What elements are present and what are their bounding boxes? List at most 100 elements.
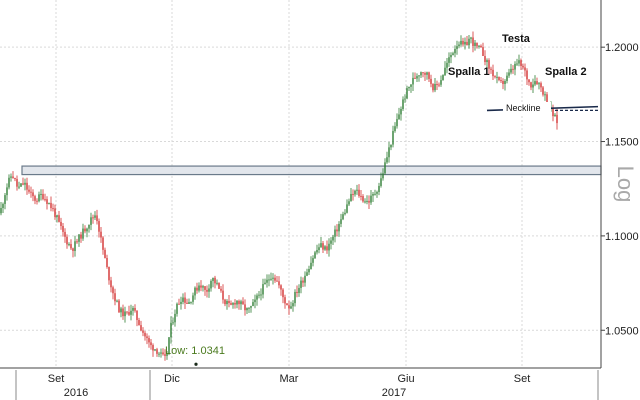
candle-body (110, 280, 112, 288)
candle-body (272, 277, 274, 279)
candle-body (146, 336, 148, 339)
candle-body (2, 203, 4, 209)
x-tick-label-month: Mar (280, 373, 299, 385)
candle-body (66, 236, 68, 245)
neckline-label-background (503, 102, 551, 114)
candle-body (148, 338, 150, 343)
candle-body (194, 287, 196, 296)
candle-body (532, 84, 534, 88)
candle-body (304, 275, 306, 283)
x-tick-label-month: Set (514, 373, 531, 385)
candle-body (90, 217, 92, 225)
candle-body (504, 80, 506, 85)
candle-body (116, 300, 118, 302)
candle-body (552, 107, 554, 117)
candle-body (210, 280, 212, 289)
candle-body (258, 294, 260, 296)
candle-body (184, 297, 186, 303)
candle-body (354, 190, 356, 195)
candle-body (412, 77, 414, 85)
candle-body (46, 199, 48, 204)
candle-body (160, 352, 162, 354)
candle-body (518, 60, 520, 64)
low-marker (194, 362, 198, 366)
candle-body (18, 186, 20, 188)
candle-body (446, 62, 448, 68)
candle-body (276, 280, 278, 282)
candle-body (240, 301, 242, 305)
candle-body (296, 291, 298, 293)
candle-body (340, 219, 342, 224)
candle-body (168, 337, 170, 354)
candle-body (32, 192, 34, 197)
candle-body (88, 224, 90, 229)
candle-body (60, 221, 62, 227)
candle-body (338, 223, 340, 232)
annotation-neckline: Neckline (506, 103, 541, 113)
y-tick-label: 1.0500 (605, 325, 639, 337)
candle-body (408, 86, 410, 89)
candle-body (406, 88, 408, 99)
candle-body (524, 67, 526, 71)
candle-body (196, 287, 198, 291)
candle-body (502, 80, 504, 85)
candle-body (142, 330, 144, 333)
candle-body (6, 187, 8, 196)
candle-body (36, 200, 38, 202)
candle-body (430, 78, 432, 84)
candle-body (306, 272, 308, 276)
candle-body (224, 299, 226, 305)
candle-body (466, 41, 468, 46)
candle-body (228, 300, 230, 304)
candle-body (488, 60, 490, 69)
candle-body (222, 290, 224, 300)
candle-body (424, 73, 426, 75)
candle-body (14, 177, 16, 180)
candle-body (366, 200, 368, 202)
candle-body (372, 193, 374, 196)
candle-body (200, 285, 202, 288)
candle-body (318, 247, 320, 251)
candle-body (212, 277, 214, 281)
candle-body (216, 282, 218, 284)
candle-body (358, 189, 360, 196)
candle-body (166, 353, 168, 356)
candle-body (442, 75, 444, 81)
candle-body (556, 114, 558, 124)
candle-body (170, 322, 172, 338)
candle-body (336, 229, 338, 232)
candle-body (452, 53, 454, 55)
candle-body (416, 76, 418, 79)
candle-body (76, 241, 78, 243)
candle-body (50, 202, 52, 209)
candle-body (52, 208, 54, 210)
candle-body (246, 308, 248, 311)
candle-body (16, 179, 18, 187)
candle-body (30, 191, 32, 193)
x-tick-label-month: Set (48, 373, 65, 385)
support-band (21, 165, 602, 176)
candle-body (402, 99, 404, 110)
candle-body (230, 303, 232, 305)
candle-body (496, 76, 498, 78)
candle-body (500, 80, 502, 82)
candle-body (94, 215, 96, 218)
candle-body (278, 281, 280, 286)
candle-body (544, 94, 546, 96)
candle-body (398, 114, 400, 120)
candle-body (330, 240, 332, 244)
candle-body (28, 189, 30, 192)
candle-body (352, 193, 354, 195)
candle-body (48, 202, 50, 204)
candle-body (434, 83, 436, 91)
candle-body (400, 109, 402, 115)
candle-body (348, 201, 350, 205)
candle-body (382, 173, 384, 179)
candle-body (432, 83, 434, 91)
candle-body (410, 84, 412, 87)
candle-body (44, 199, 46, 201)
candle-body (462, 40, 464, 45)
candle-body (54, 208, 56, 217)
candle-body (390, 144, 392, 148)
candle-body (58, 215, 60, 222)
